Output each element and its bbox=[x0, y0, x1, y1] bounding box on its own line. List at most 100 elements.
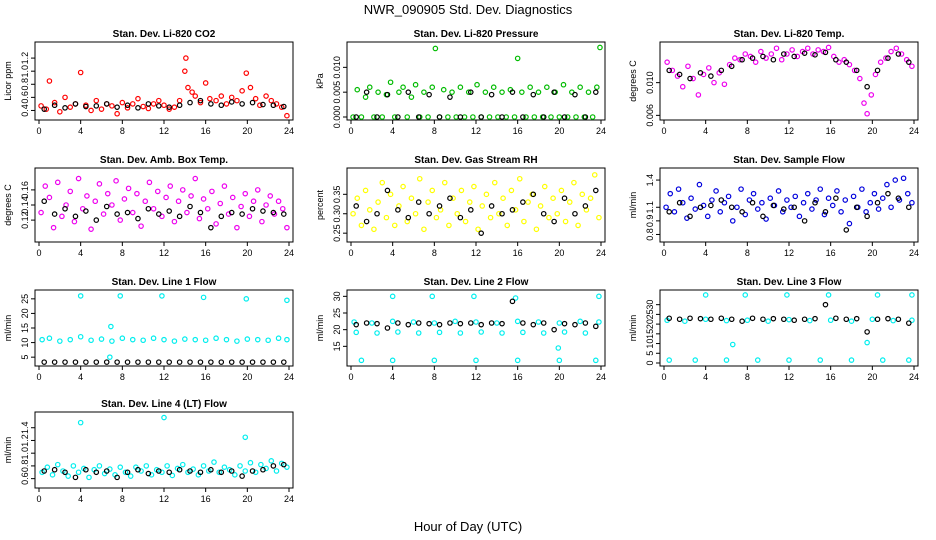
data-point bbox=[744, 317, 751, 324]
data-point bbox=[447, 195, 453, 202]
data-point bbox=[871, 190, 878, 197]
data-point bbox=[159, 293, 165, 299]
data-point bbox=[718, 67, 725, 74]
data-point bbox=[796, 213, 803, 220]
data-point bbox=[537, 203, 544, 209]
y-tick-label: 1.0 bbox=[20, 65, 30, 78]
plot-frame bbox=[659, 167, 919, 243]
data-point bbox=[46, 335, 53, 342]
data-point bbox=[544, 84, 550, 91]
x-tick-label: 20 bbox=[242, 494, 252, 504]
y-tick-label: 0.6 bbox=[20, 91, 30, 104]
data-point bbox=[119, 99, 126, 106]
data-point bbox=[54, 461, 61, 468]
data-point bbox=[86, 474, 92, 481]
data-point bbox=[129, 209, 136, 216]
data-point bbox=[72, 213, 79, 220]
data-point bbox=[572, 321, 578, 328]
data-point bbox=[155, 103, 162, 109]
data-point bbox=[196, 215, 203, 222]
data-point bbox=[499, 210, 505, 217]
data-point bbox=[585, 89, 592, 95]
data-point bbox=[857, 75, 863, 82]
data-point bbox=[478, 321, 485, 328]
panel-3: Stan. Dev. Li-820 Temp. 0 4 8 12 16 20 24 0.006 0… bbox=[628, 29, 919, 136]
data-point bbox=[242, 434, 249, 441]
data-point bbox=[252, 95, 259, 102]
data-point bbox=[833, 315, 839, 322]
data-point bbox=[488, 203, 495, 209]
data-point bbox=[280, 359, 287, 365]
data-point bbox=[41, 106, 48, 112]
data-point bbox=[579, 191, 586, 198]
data-point bbox=[197, 99, 204, 106]
data-point bbox=[124, 359, 131, 365]
y-tick-label: 0.005 bbox=[332, 81, 342, 104]
data-point bbox=[366, 207, 373, 213]
data-point bbox=[200, 294, 207, 301]
x-tick-label: 12 bbox=[471, 372, 481, 382]
data-point bbox=[38, 103, 44, 109]
data-point bbox=[784, 51, 790, 57]
data-point bbox=[353, 203, 360, 209]
data-point bbox=[692, 206, 699, 212]
data-point bbox=[260, 101, 266, 108]
x-tick-label: 0 bbox=[661, 126, 666, 136]
data-point bbox=[786, 357, 792, 363]
data-point bbox=[800, 199, 807, 206]
data-point bbox=[471, 183, 477, 190]
data-point bbox=[46, 194, 53, 201]
data-point bbox=[389, 318, 396, 325]
x-tick-label: 20 bbox=[867, 126, 877, 136]
data-point bbox=[499, 114, 505, 120]
x-tick-label: 12 bbox=[784, 126, 794, 136]
data-point bbox=[582, 320, 589, 326]
data-point bbox=[75, 469, 82, 476]
data-point bbox=[425, 114, 431, 120]
data-point bbox=[791, 204, 798, 211]
y-axis-label: ml/min bbox=[3, 437, 13, 464]
data-point bbox=[483, 191, 490, 198]
data-point bbox=[525, 199, 531, 205]
data-point bbox=[122, 469, 129, 476]
data-point bbox=[387, 79, 394, 86]
data-point bbox=[447, 320, 453, 326]
data-point bbox=[482, 89, 489, 95]
data-point bbox=[752, 59, 759, 65]
data-point bbox=[150, 101, 157, 107]
data-point bbox=[270, 102, 277, 109]
data-point bbox=[540, 330, 547, 336]
data-point bbox=[384, 91, 391, 98]
y-tick-label: 1.4 bbox=[645, 174, 655, 187]
data-point bbox=[426, 91, 432, 98]
data-point bbox=[728, 204, 735, 211]
y-tick-label: 10 bbox=[645, 339, 655, 349]
data-point bbox=[103, 101, 110, 107]
data-point bbox=[825, 292, 832, 298]
data-point bbox=[491, 179, 498, 186]
data-point bbox=[354, 195, 361, 202]
x-tick-label: 16 bbox=[826, 248, 836, 258]
data-point bbox=[898, 51, 905, 57]
data-point bbox=[176, 359, 183, 365]
data-point bbox=[166, 359, 173, 365]
data-point bbox=[260, 359, 266, 365]
data-point bbox=[571, 179, 577, 186]
data-point bbox=[875, 206, 882, 212]
data-point bbox=[72, 474, 79, 481]
data-point bbox=[758, 48, 764, 55]
data-point bbox=[592, 187, 599, 194]
x-tick-label: 0 bbox=[348, 248, 353, 258]
data-point bbox=[145, 101, 152, 107]
data-point bbox=[704, 213, 711, 220]
data-point bbox=[400, 183, 406, 190]
plot-frame bbox=[659, 289, 919, 367]
data-point bbox=[596, 319, 602, 325]
data-point bbox=[93, 469, 100, 476]
data-point bbox=[185, 84, 191, 91]
data-point bbox=[350, 114, 356, 120]
data-point bbox=[895, 195, 902, 202]
x-tick-label: 24 bbox=[909, 372, 919, 382]
data-point bbox=[778, 56, 785, 63]
data-point bbox=[540, 210, 547, 217]
